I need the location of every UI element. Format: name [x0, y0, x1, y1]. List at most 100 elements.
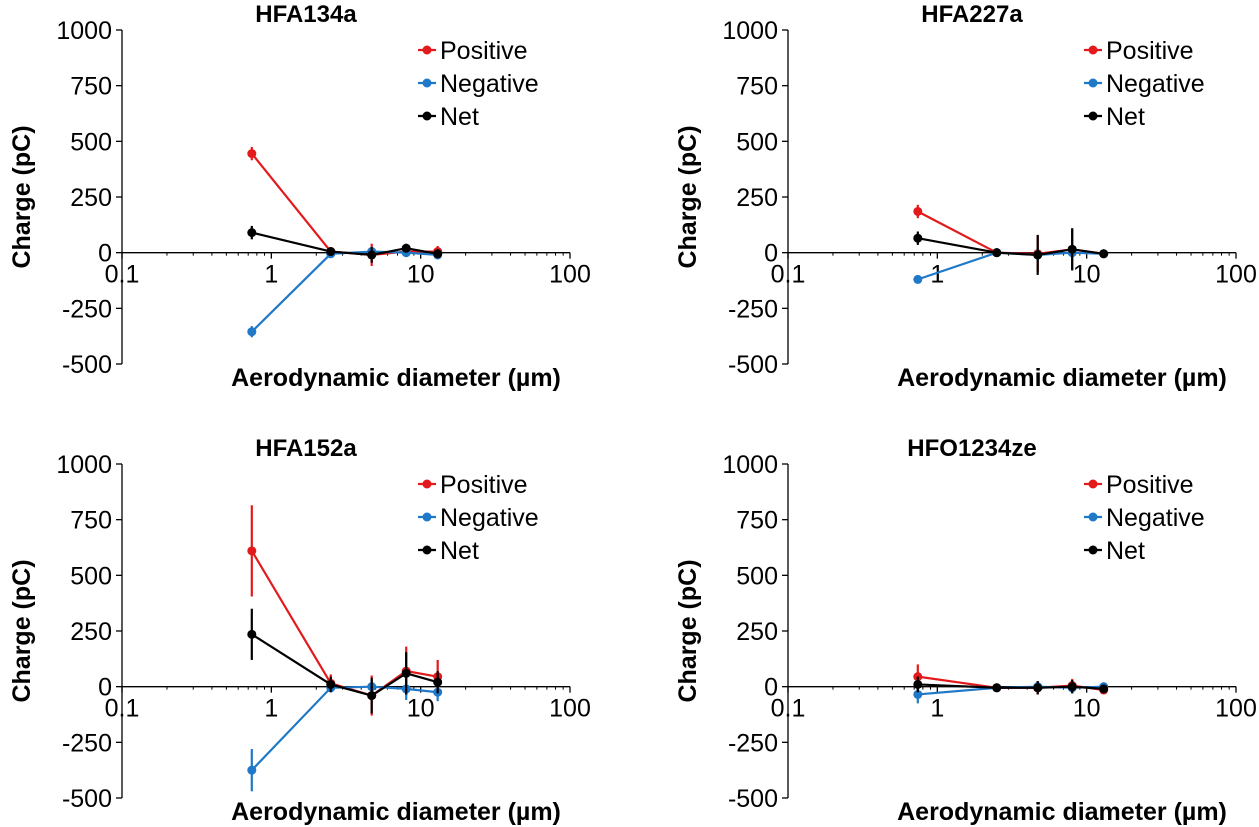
legend-swatch-marker [422, 111, 432, 121]
legend-label: Negative [440, 504, 539, 532]
data-point [367, 691, 377, 701]
x-tick-label: 100 [1215, 261, 1257, 289]
chart-title: HFA227a [921, 1, 1023, 28]
series-positive [247, 146, 443, 267]
series-net [247, 225, 443, 263]
data-point [247, 149, 257, 159]
y-tick-label: 250 [70, 184, 112, 212]
x-axis-label: Aerodynamic diameter (µm) [897, 364, 1227, 392]
x-tick-label: 1 [264, 261, 278, 289]
legend-item-net: Net [1084, 103, 1145, 131]
legend-label: Negative [1106, 70, 1205, 98]
data-point [247, 765, 257, 775]
series-positive [913, 664, 1109, 695]
data-point [1067, 682, 1077, 692]
x-axis-label: Aerodynamic diameter (µm) [897, 798, 1227, 826]
y-tick-label: 500 [736, 128, 778, 156]
x-tick-label: 100 [1215, 695, 1257, 723]
x-tick-label: 10 [1073, 695, 1101, 723]
data-point [401, 243, 411, 253]
x-tick-label: 1 [930, 695, 944, 723]
y-tick-label: 750 [70, 507, 112, 535]
chart-panel: HFA134a 1000 750 500 250 0 -250 -500 0.1 1 10 100 Ch… [8, 1, 591, 392]
x-tick-label: 1 [264, 695, 278, 723]
legend-item-negative: Negative [418, 70, 539, 98]
y-axis-label: Charge (pC) [8, 559, 36, 702]
legend-label: Positive [440, 471, 528, 499]
x-tick-label: 0.1 [771, 695, 806, 723]
chart-panel: HFO1234ze 1000 750 500 250 0 -250 -500 0.1 1 10 100… [674, 435, 1257, 826]
chart-title: HFA152a [255, 435, 357, 462]
y-tick-label: 0 [764, 674, 778, 702]
x-axis-label: Aerodynamic diameter (µm) [231, 798, 561, 826]
data-point [992, 248, 1002, 258]
data-point [367, 250, 377, 260]
y-tick-label: 250 [736, 184, 778, 212]
x-tick-label: 100 [549, 695, 591, 723]
legend-swatch-marker [422, 512, 432, 522]
data-point [326, 247, 336, 257]
data-point [913, 679, 923, 689]
y-tick-label: -250 [728, 729, 778, 757]
legend-label: Positive [1106, 37, 1194, 65]
legend-swatch-marker [422, 45, 432, 55]
y-tick-label: 750 [736, 507, 778, 535]
legend-swatch-marker [1088, 45, 1098, 55]
data-point [1099, 684, 1109, 694]
chart-panel: HFA152a 1000 750 500 250 0 -250 -500 0.1 1 10 100 Ch… [8, 435, 591, 826]
legend-item-negative: Negative [1084, 70, 1205, 98]
legend-label: Positive [1106, 471, 1194, 499]
data-point [913, 689, 923, 699]
series-net [913, 228, 1109, 275]
y-tick-label: 250 [736, 618, 778, 646]
legend-swatch-marker [1088, 78, 1098, 88]
chart-panel: HFA227a 1000 750 500 250 0 -250 -500 0.1 1 10 100 Ch… [674, 1, 1257, 392]
data-point [433, 677, 443, 687]
legend-swatch-marker [422, 78, 432, 88]
data-point [433, 249, 443, 259]
legend-item-net: Net [1084, 537, 1145, 565]
y-tick-label: 1000 [722, 451, 778, 479]
y-axis-label: Charge (pC) [8, 125, 36, 268]
legend-swatch-marker [1088, 512, 1098, 522]
y-tick-label: -250 [62, 295, 112, 323]
data-point [247, 327, 257, 337]
y-tick-label: 500 [70, 128, 112, 156]
x-tick-label: 1 [930, 261, 944, 289]
y-tick-label: 750 [70, 73, 112, 101]
data-point [247, 629, 257, 639]
y-tick-label: 0 [98, 240, 112, 268]
legend-swatch-marker [1088, 111, 1098, 121]
data-point [913, 206, 923, 216]
legend-item-negative: Negative [1084, 504, 1205, 532]
legend-item-negative: Negative [418, 504, 539, 532]
data-point [247, 546, 257, 556]
x-tick-label: 0.1 [105, 695, 140, 723]
data-point [401, 668, 411, 678]
legend-label: Net [1106, 537, 1145, 565]
x-tick-label: 0.1 [771, 261, 806, 289]
data-point [1099, 249, 1109, 259]
legend-label: Net [1106, 103, 1145, 131]
y-tick-label: 750 [736, 73, 778, 101]
y-tick-label: -500 [728, 785, 778, 813]
y-tick-label: -250 [62, 729, 112, 757]
y-tick-label: 250 [70, 618, 112, 646]
y-tick-label: 1000 [56, 17, 112, 45]
data-point [326, 679, 336, 689]
legend-item-positive: Positive [1084, 471, 1194, 499]
y-tick-label: -250 [728, 295, 778, 323]
data-point [913, 274, 923, 284]
legend-item-net: Net [418, 103, 479, 131]
x-tick-label: 10 [1073, 261, 1101, 289]
y-tick-label: 1000 [56, 451, 112, 479]
legend-swatch-marker [422, 545, 432, 555]
y-axis-label: Charge (pC) [674, 559, 702, 702]
data-point [247, 228, 257, 238]
y-tick-label: -500 [62, 351, 112, 379]
x-tick-label: 10 [407, 261, 435, 289]
series-net [247, 608, 443, 714]
x-tick-label: 0.1 [105, 261, 140, 289]
chart-title: HFO1234ze [907, 435, 1036, 462]
